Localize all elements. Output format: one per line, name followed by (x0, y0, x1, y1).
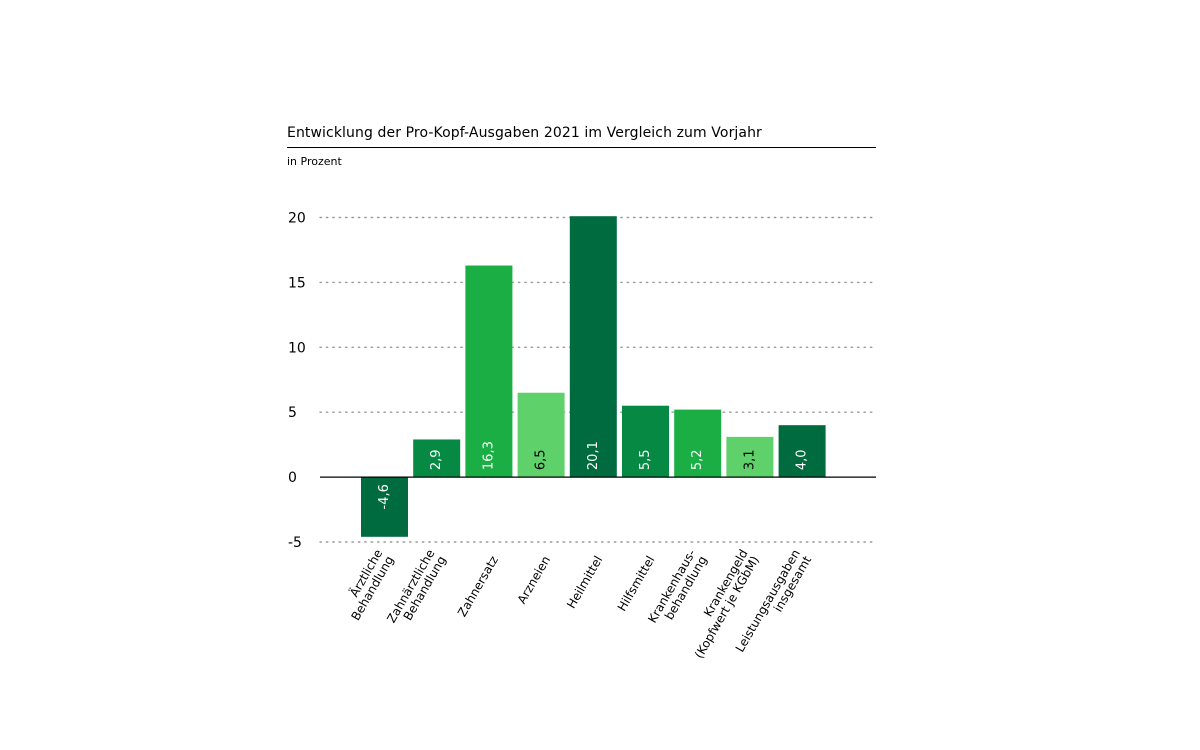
value-label: 6,5 (534, 449, 549, 470)
y-tick-label: 20 (288, 211, 306, 227)
bar (726, 436, 774, 478)
bar (622, 405, 669, 478)
chart-subtitle: in Prozent (287, 155, 342, 168)
bar (674, 409, 722, 478)
y-tick-label: 5 (288, 405, 297, 421)
title-rule (287, 147, 876, 148)
x-tick-label: Zahnersatz (455, 554, 501, 620)
x-tick-label: Heilmittel (564, 554, 605, 611)
bar (361, 477, 408, 537)
value-label: 16,3 (481, 441, 496, 470)
x-tick-label: Hilfsmittel (615, 554, 658, 614)
value-label: 5,2 (690, 449, 705, 470)
bar (569, 216, 617, 478)
y-tick-label: 0 (288, 470, 297, 486)
x-tick-label: Arzneien (515, 554, 554, 607)
bars (361, 216, 826, 537)
value-label: 3,1 (742, 449, 757, 470)
value-label: 4,0 (795, 449, 810, 470)
bar (465, 265, 513, 478)
y-tick-label: 10 (288, 340, 306, 356)
chart-title: Entwicklung der Pro-Kopf-Ausgaben 2021 i… (287, 125, 762, 141)
y-tick-label: 15 (288, 275, 306, 291)
value-label: 2,9 (429, 449, 444, 470)
bar (517, 392, 565, 478)
bar (778, 425, 826, 478)
value-label: 5,5 (638, 449, 653, 470)
y-tick-label: -5 (288, 535, 302, 551)
value-label: -4,6 (377, 484, 392, 509)
bar (413, 439, 461, 478)
value-label: 20,1 (586, 441, 601, 470)
